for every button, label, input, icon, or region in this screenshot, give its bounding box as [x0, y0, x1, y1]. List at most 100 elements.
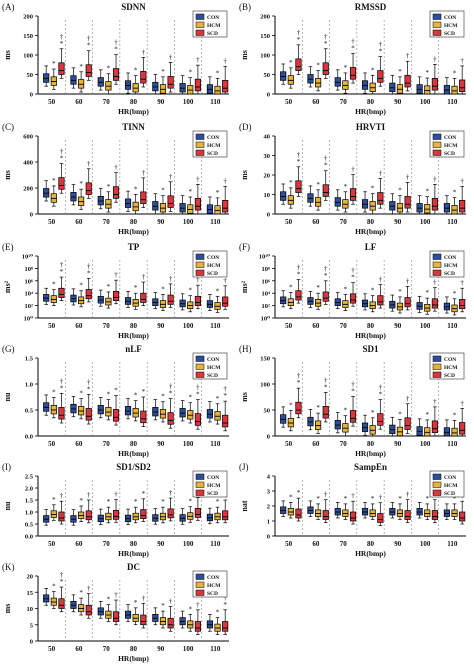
significance-star: †	[169, 53, 173, 61]
x-tick-label: 80	[130, 322, 138, 330]
significance-star: *	[371, 495, 375, 503]
significance-star: *	[169, 390, 173, 398]
significance-star: *	[134, 599, 138, 607]
significance-star: *	[289, 179, 293, 187]
y-tick-label: 200	[260, 14, 270, 21]
x-tick-label: 70	[340, 540, 348, 548]
significance-star: †	[223, 177, 227, 185]
y-tick-label: 50	[264, 408, 271, 415]
y-tick-label: 10⁰	[261, 316, 271, 323]
box-scd	[194, 508, 201, 518]
legend-swatch-scd	[195, 489, 205, 496]
box-scd	[295, 58, 302, 71]
legend-label-hcm: HCM	[207, 365, 221, 371]
significance-dagger: †	[351, 380, 355, 388]
y-tick-label: 20	[264, 173, 271, 180]
significance-dagger: †	[379, 384, 383, 392]
y-tick-label: 1.5	[25, 356, 34, 363]
significance-star: *	[289, 493, 293, 501]
significance-star: *	[324, 272, 328, 280]
significance-star: †	[460, 399, 464, 407]
significance-star: *	[297, 489, 301, 497]
box-scd	[322, 510, 329, 520]
y-tick-label: 1	[267, 519, 270, 526]
legend-swatch-hcm	[432, 141, 442, 148]
significance-star: †	[324, 491, 328, 499]
box-scd	[322, 62, 329, 75]
x-tick-label: 50	[48, 98, 56, 106]
significance-star: *	[107, 283, 111, 291]
significance-star: *	[134, 185, 138, 193]
x-tick-label: 80	[367, 440, 375, 448]
box-scd	[295, 290, 302, 301]
x-tick-label: 110	[210, 322, 221, 330]
significance-star: †	[406, 173, 410, 181]
x-tick-label: 70	[340, 440, 348, 448]
x-tick-label: 100	[420, 98, 431, 106]
significance-star: †	[60, 492, 64, 500]
y-tick-label: 10²	[262, 303, 271, 310]
panel-rmssd: (B) RMSSD050100150200ms50*†*60*†*70*†*80*…	[239, 2, 466, 116]
legend-swatch-scd	[195, 589, 205, 596]
significance-dagger: †	[60, 571, 64, 579]
y-tick-label: 0	[30, 639, 33, 646]
significance-star: *	[344, 285, 348, 293]
x-tick-label: 50	[48, 540, 56, 548]
box-scd	[58, 62, 65, 75]
significance-dagger: †	[297, 151, 301, 159]
y-tick-label: 10	[264, 192, 271, 199]
x-tick-label: 60	[75, 322, 83, 330]
x-tick-label: 60	[75, 218, 83, 226]
box-scd	[377, 70, 384, 83]
significance-star: *	[60, 155, 64, 163]
box-scd	[194, 621, 201, 632]
panel-tp: (E) TP10⁰10²10⁴10⁶10⁸10¹⁰ms²50*†*60*†*70*…	[2, 242, 229, 340]
legend-swatch-con	[432, 473, 442, 480]
significance-star: *	[189, 69, 193, 77]
legend-label-hcm: HCM	[444, 483, 458, 489]
box-scd	[295, 401, 302, 415]
legend-label-scd: SCD	[207, 591, 218, 597]
box-scd	[222, 200, 229, 213]
box-scd	[404, 196, 411, 209]
x-tick-label: 70	[340, 98, 348, 106]
x-tick-label: 70	[103, 322, 111, 330]
box-scd	[85, 64, 92, 77]
significance-star: *	[134, 498, 138, 506]
significance-star: *	[344, 495, 348, 503]
y-tick-label: 1.5	[25, 498, 34, 505]
legend-swatch-con	[195, 355, 205, 362]
significance-star: †	[351, 166, 355, 174]
significance-star: *	[79, 589, 83, 597]
box-scd	[431, 420, 438, 433]
x-tick-label: 70	[103, 440, 111, 448]
box-scd	[222, 510, 229, 521]
panel-title: nLF	[125, 344, 142, 354]
significance-star: †	[169, 173, 173, 181]
y-tick-label: 200	[23, 14, 33, 21]
significance-star: *	[134, 284, 138, 292]
significance-star: †	[196, 56, 200, 64]
x-tick-label: 70	[103, 540, 111, 548]
panel-letter: (C)	[2, 122, 14, 132]
legend-swatch-con	[432, 355, 442, 362]
significance-star: *	[114, 46, 118, 54]
y-tick-label: 15	[27, 590, 34, 597]
y-tick-label: 30	[264, 153, 271, 160]
box-hcm	[424, 427, 431, 437]
significance-star: *	[134, 392, 138, 400]
x-tick-label: 50	[285, 218, 293, 226]
x-tick-label: 80	[367, 98, 375, 106]
y-axis-label: ms	[240, 50, 249, 60]
significance-star: *	[161, 68, 165, 76]
x-tick-label: 100	[183, 98, 194, 106]
x-tick-label: 90	[394, 440, 402, 448]
significance-star: *	[453, 411, 457, 419]
box-scd	[112, 68, 120, 81]
significance-dagger: †	[60, 148, 64, 156]
significance-star: †	[87, 491, 91, 499]
panel-hrvti: (D) HRVTI010203040ms50*†*60*†*70*†80*†90*…	[239, 122, 466, 236]
significance-star: *	[453, 290, 457, 298]
significance-star: *	[79, 180, 83, 188]
legend-label-con: CON	[444, 475, 456, 481]
